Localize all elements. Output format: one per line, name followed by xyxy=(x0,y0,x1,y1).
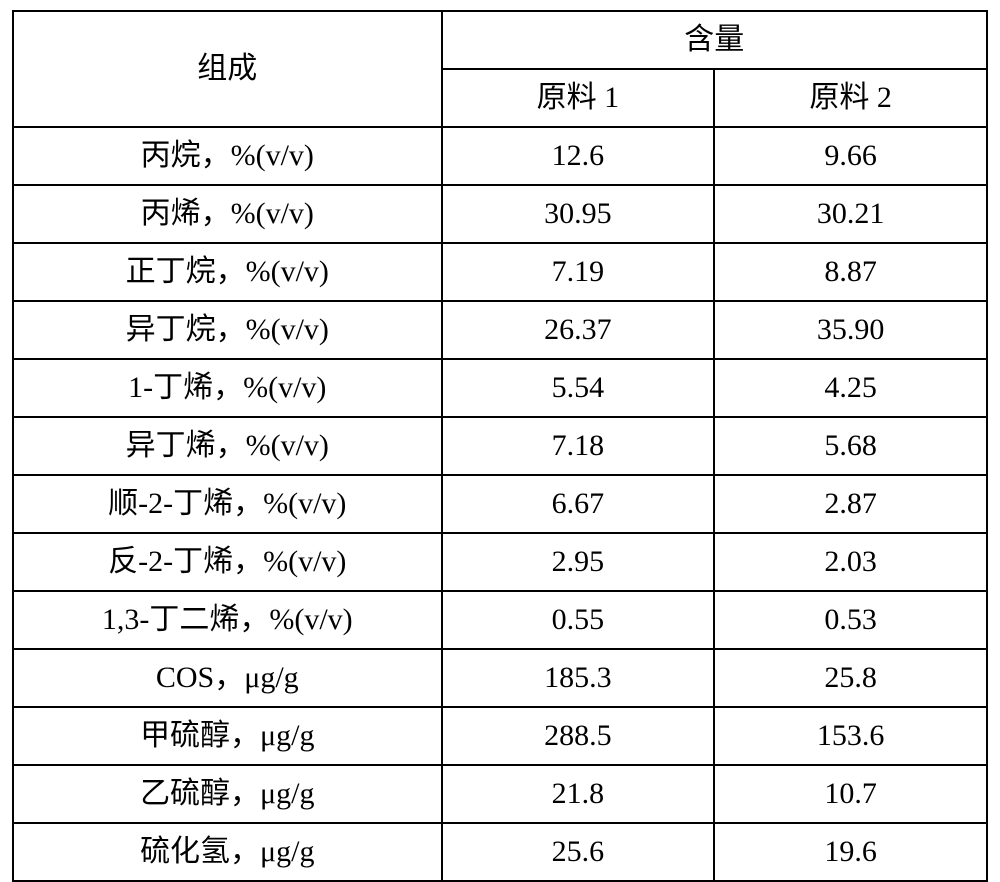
cell-value-1: 7.18 xyxy=(442,417,715,475)
table-row: 正丁烷，%(v/v) 7.19 8.87 xyxy=(13,243,987,301)
cell-label: 1,3-丁二烯，%(v/v) xyxy=(13,591,442,649)
cell-value-1: 21.8 xyxy=(442,765,715,823)
table-row: 异丁烯，%(v/v) 7.18 5.68 xyxy=(13,417,987,475)
cell-value-1: 5.54 xyxy=(442,359,715,417)
cell-label: 乙硫醇，μg/g xyxy=(13,765,442,823)
cell-value-2: 2.87 xyxy=(714,475,987,533)
cell-label: 甲硫醇，μg/g xyxy=(13,707,442,765)
composition-table: 组成 含量 原料 1 原料 2 丙烷，%(v/v) 12.6 9.66 丙烯，%… xyxy=(12,10,988,882)
cell-label: 硫化氢，μg/g xyxy=(13,823,442,881)
cell-label: 反-2-丁烯，%(v/v) xyxy=(13,533,442,591)
cell-label: 丙烷，%(v/v) xyxy=(13,127,442,185)
cell-value-2: 153.6 xyxy=(714,707,987,765)
cell-value-1: 12.6 xyxy=(442,127,715,185)
cell-value-1: 185.3 xyxy=(442,649,715,707)
cell-label: 正丁烷，%(v/v) xyxy=(13,243,442,301)
cell-value-2: 4.25 xyxy=(714,359,987,417)
cell-value-1: 30.95 xyxy=(442,185,715,243)
header-content: 含量 xyxy=(442,11,987,69)
cell-value-1: 6.67 xyxy=(442,475,715,533)
cell-value-1: 2.95 xyxy=(442,533,715,591)
table-row: 硫化氢，μg/g 25.6 19.6 xyxy=(13,823,987,881)
header-composition: 组成 xyxy=(13,11,442,127)
cell-value-2: 19.6 xyxy=(714,823,987,881)
table-row: 乙硫醇，μg/g 21.8 10.7 xyxy=(13,765,987,823)
cell-value-2: 10.7 xyxy=(714,765,987,823)
table-body: 丙烷，%(v/v) 12.6 9.66 丙烯，%(v/v) 30.95 30.2… xyxy=(13,127,987,881)
cell-label: 1-丁烯，%(v/v) xyxy=(13,359,442,417)
cell-value-2: 25.8 xyxy=(714,649,987,707)
cell-value-1: 288.5 xyxy=(442,707,715,765)
cell-value-2: 30.21 xyxy=(714,185,987,243)
header-raw1: 原料 1 xyxy=(442,69,715,127)
cell-label: 顺-2-丁烯，%(v/v) xyxy=(13,475,442,533)
cell-label: 异丁烯，%(v/v) xyxy=(13,417,442,475)
cell-value-1: 7.19 xyxy=(442,243,715,301)
table-row: 1,3-丁二烯，%(v/v) 0.55 0.53 xyxy=(13,591,987,649)
cell-value-2: 9.66 xyxy=(714,127,987,185)
table-row: 反-2-丁烯，%(v/v) 2.95 2.03 xyxy=(13,533,987,591)
cell-value-2: 2.03 xyxy=(714,533,987,591)
table-row: 丙烷，%(v/v) 12.6 9.66 xyxy=(13,127,987,185)
header-raw2: 原料 2 xyxy=(714,69,987,127)
table-row: 甲硫醇，μg/g 288.5 153.6 xyxy=(13,707,987,765)
table-row: 1-丁烯，%(v/v) 5.54 4.25 xyxy=(13,359,987,417)
table-header-row-1: 组成 含量 xyxy=(13,11,987,69)
cell-value-2: 5.68 xyxy=(714,417,987,475)
cell-value-2: 8.87 xyxy=(714,243,987,301)
cell-value-1: 25.6 xyxy=(442,823,715,881)
composition-table-container: 组成 含量 原料 1 原料 2 丙烷，%(v/v) 12.6 9.66 丙烯，%… xyxy=(0,0,1000,882)
cell-value-2: 35.90 xyxy=(714,301,987,359)
cell-label: COS，μg/g xyxy=(13,649,442,707)
table-row: 丙烯，%(v/v) 30.95 30.21 xyxy=(13,185,987,243)
table-row: 顺-2-丁烯，%(v/v) 6.67 2.87 xyxy=(13,475,987,533)
cell-value-1: 0.55 xyxy=(442,591,715,649)
cell-value-1: 26.37 xyxy=(442,301,715,359)
table-row: 异丁烷，%(v/v) 26.37 35.90 xyxy=(13,301,987,359)
cell-label: 异丁烷，%(v/v) xyxy=(13,301,442,359)
cell-label: 丙烯，%(v/v) xyxy=(13,185,442,243)
table-row: COS，μg/g 185.3 25.8 xyxy=(13,649,987,707)
cell-value-2: 0.53 xyxy=(714,591,987,649)
